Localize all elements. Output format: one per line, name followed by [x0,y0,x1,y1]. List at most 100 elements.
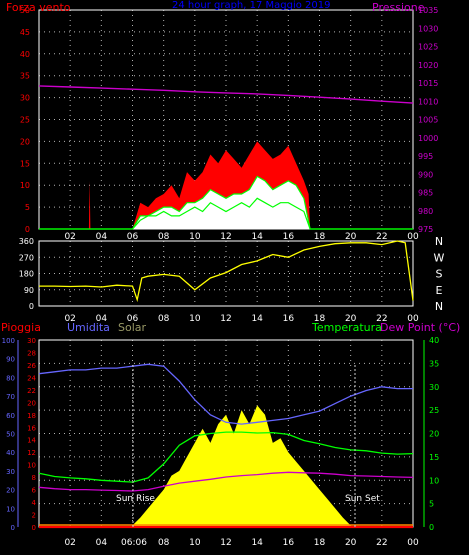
bottom-x-tick-10: 10 [189,538,201,548]
wind-tick-30: 30 [20,94,30,103]
top-x-tick-22: 22 [376,232,387,242]
sunset-label: Sun Set [345,494,380,504]
humidity-tick-20: 20 [6,487,15,495]
pressure-tick-995: 995 [418,152,433,161]
rain-tick-8: 8 [32,474,36,482]
top-x-tick-02: 02 [64,232,75,242]
bottom-x-tick-12: 12 [220,538,231,548]
rain-tick-6: 6 [32,487,37,495]
direction-tick-270: 270 [19,253,34,262]
pressure-axis-title: Pressione [372,1,425,14]
wind-speed-area [39,176,413,229]
humidity-axis-title: Umidita [67,321,110,334]
compass-letter-0: N [435,235,443,248]
temperature-tick-10: 10 [429,476,439,485]
pressure-tick-1015: 1015 [418,79,438,88]
bottom-x-tick-08: 08 [158,538,170,548]
top-x-tick-14: 14 [251,232,263,242]
humidity-tick-40: 40 [6,449,15,457]
rain-tick-10: 10 [27,462,36,470]
mid-x-tick-20: 20 [345,314,357,324]
mid-x-tick-22: 22 [376,314,387,324]
top-x-tick-04: 04 [96,232,108,242]
rain-tick-0: 0 [32,524,36,532]
middle-grid [39,240,414,307]
mid-x-tick-10: 10 [189,314,201,324]
pressure-tick-1000: 1000 [418,134,438,143]
sunrise-label: Sun Rise [116,494,155,504]
wind-axis-title: Forza vento [6,1,71,14]
bottom-x-tick-04: 04 [96,538,108,548]
wind-gust-area [39,141,413,229]
top-x-tick-10: 10 [189,232,201,242]
middle-x-axis: 02 04 06 08 10 12 14 16 18 20 22 00 [64,314,419,324]
humidity-tick-30: 30 [6,468,15,476]
wind-tick-5: 5 [25,203,30,212]
wind-direction-line [39,240,414,303]
solar-area [130,405,353,527]
mid-x-tick-16: 16 [283,314,295,324]
bottom-x-tick-16: 16 [283,538,295,548]
compass-letter-2: S [436,268,443,281]
humidity-line [38,363,413,425]
pressure-tick-1005: 1005 [418,116,438,125]
middle-series [39,240,414,303]
pressure-line [38,85,414,104]
rain-tick-14: 14 [27,437,36,445]
dewpoint-axis-title: Dew Point (°C) [380,321,460,334]
rain-tick-2: 2 [32,512,36,520]
rain-tick-12: 12 [27,449,36,457]
top-pressure-axis: 975 980 985 990 995 1000 1005 1010 1015 1020 1025 1… [418,6,438,234]
temperature-tick-25: 25 [429,406,439,415]
pressure-tick-1010: 1010 [418,97,438,106]
pressure-tick-1035: 1035 [418,6,438,15]
direction-degree-axis: 0 90 180 270 360 [19,237,34,311]
wind-tick-0: 0 [25,225,30,234]
rain-tick-28: 28 [27,349,36,357]
temperature-tick-40: 40 [429,336,439,345]
temperature-tick-20: 20 [429,430,439,439]
humidity-tick-60: 60 [6,412,15,420]
humidity-tick-10: 10 [6,505,15,513]
bottom-x-axis: 02 04 08 10 12 14 16 18 20 22 00 06:06 [64,538,419,548]
humidity-axis: 0 10 20 30 40 50 60 70 80 90 100 [2,337,19,532]
direction-tick-180: 180 [19,270,34,279]
top-x-tick-16: 16 [283,232,295,242]
temperature-tick-30: 30 [429,383,439,392]
wind-tick-35: 35 [20,72,30,81]
mid-x-tick-14: 14 [251,314,263,324]
rain-tick-26: 26 [27,362,36,370]
mid-x-tick-18: 18 [314,314,326,324]
direction-tick-90: 90 [24,286,34,295]
humidity-tick-70: 70 [6,393,15,401]
wind-tick-20: 20 [20,137,30,146]
direction-tick-0: 0 [29,302,34,311]
pressure-tick-1030: 1030 [418,24,438,33]
pressure-tick-985: 985 [418,189,433,198]
rain-tick-18: 18 [27,412,36,420]
temperature-tick-0: 0 [429,523,434,532]
rain-tick-16: 16 [27,424,36,432]
compass-letter-3: E [436,284,443,297]
top-x-tick-08: 08 [158,232,170,242]
pressure-tick-975: 975 [418,225,433,234]
pressure-tick-990: 990 [418,170,433,179]
bottom-x-tick-14: 14 [251,538,263,548]
temperature-line [38,431,414,483]
pressure-tick-1025: 1025 [418,43,438,52]
pressure-tick-1020: 1020 [418,61,438,70]
top-x-tick-18: 18 [314,232,326,242]
humidity-tick-80: 80 [6,374,15,382]
compass-letter-4: N [435,300,443,313]
bottom-x-tick-02: 02 [64,538,75,548]
wind-speed-line [39,197,413,230]
solar-axis-title: Solar [118,321,147,334]
humidity-tick-50: 50 [6,431,15,439]
rain-tick-4: 4 [32,499,37,507]
rain-tick-30: 30 [27,337,36,345]
mid-x-tick-12: 12 [220,314,231,324]
mid-x-tick-00: 00 [407,314,419,324]
